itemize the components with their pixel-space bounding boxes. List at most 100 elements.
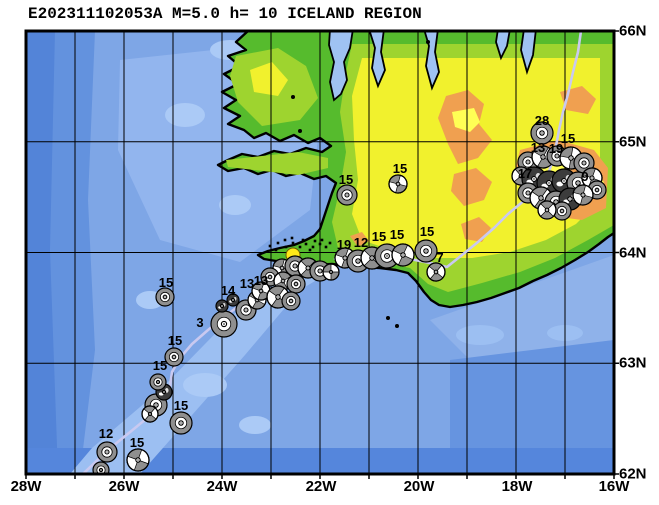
beachball-label: 15 bbox=[339, 172, 353, 187]
coast-speckle bbox=[324, 245, 328, 249]
beachball-label: 13 bbox=[254, 273, 268, 288]
elevation-shade bbox=[452, 108, 480, 132]
coast-speckle bbox=[304, 242, 308, 246]
lon-label: 26W bbox=[108, 478, 140, 495]
beachball-label: 15 bbox=[561, 131, 575, 146]
lat-label: 63N bbox=[619, 354, 647, 372]
focal-mechanism-beachball bbox=[572, 184, 594, 206]
ocean-shade bbox=[450, 340, 614, 448]
ocean-shade bbox=[183, 373, 227, 397]
ocean-shade bbox=[165, 103, 205, 127]
lon-label: 20W bbox=[403, 478, 435, 495]
coast-speckle bbox=[298, 245, 302, 249]
island bbox=[395, 324, 399, 328]
map-frame bbox=[24, 29, 616, 476]
beachball-label: 15 bbox=[390, 227, 404, 242]
lat-label: 62N bbox=[619, 465, 647, 483]
focal-mechanism-beachball bbox=[226, 293, 240, 307]
lon-label: 22W bbox=[305, 478, 337, 495]
island bbox=[426, 40, 430, 44]
ocean-shade bbox=[456, 325, 504, 345]
lat-label: 64N bbox=[619, 244, 647, 262]
focal-mechanism-beachball bbox=[322, 263, 340, 281]
fjord bbox=[423, 31, 440, 91]
island bbox=[386, 316, 390, 320]
beachball-label: 13 bbox=[531, 140, 545, 155]
coast-speckle bbox=[290, 236, 294, 240]
beachball-label: 14 bbox=[221, 283, 236, 298]
lon-label: 18W bbox=[501, 478, 533, 495]
elevation-shade bbox=[250, 62, 288, 96]
lat-label: 65N bbox=[619, 133, 647, 151]
beachball-label: 12 bbox=[99, 426, 113, 441]
coast-speckle bbox=[268, 244, 272, 248]
beachball-label: 13 bbox=[240, 276, 254, 291]
focal-mechanism-beachball bbox=[537, 200, 557, 220]
focal-mechanism-beachball bbox=[126, 448, 150, 472]
focal-mechanism-beachball bbox=[286, 274, 306, 294]
coast-speckle bbox=[301, 238, 305, 242]
beachball-label: 17 bbox=[518, 166, 532, 181]
focal-mechanism-beachball bbox=[414, 239, 438, 263]
focal-mechanism-beachball bbox=[141, 405, 159, 423]
focal-mechanism-beachball bbox=[215, 299, 229, 313]
ocean-shade bbox=[219, 195, 251, 215]
coast-speckle bbox=[276, 241, 280, 245]
focal-mechanism-beachball bbox=[391, 243, 415, 267]
axis-ticks bbox=[25, 30, 619, 479]
focal-mechanism-beachball bbox=[96, 441, 118, 463]
coast-speckle bbox=[283, 238, 287, 242]
coast-speckle bbox=[320, 238, 324, 242]
beachball-label: 15 bbox=[393, 161, 407, 176]
focal-mechanism-beachball bbox=[336, 184, 358, 206]
focal-mechanism-beachball bbox=[426, 262, 446, 282]
beachball-label: 15 bbox=[420, 224, 434, 239]
beachball-label: 7 bbox=[436, 250, 443, 265]
focal-mechanism-beachball bbox=[530, 121, 554, 145]
focal-mechanism-beachball bbox=[281, 291, 301, 311]
fjord bbox=[495, 31, 511, 61]
coast-speckle bbox=[328, 241, 332, 245]
beachball-label: 9 bbox=[581, 169, 588, 184]
island bbox=[298, 129, 302, 133]
coast-speckle bbox=[291, 241, 295, 245]
fjord bbox=[328, 31, 354, 102]
beachball-label: 15 bbox=[168, 333, 182, 348]
map-title: E202311102053A M=5.0 h= 10 ICELAND REGIO… bbox=[28, 5, 422, 23]
coast-speckle bbox=[284, 245, 288, 249]
lon-label: 28W bbox=[10, 478, 42, 495]
fjord bbox=[368, 31, 386, 89]
coast-speckle bbox=[313, 239, 317, 243]
beachball-label: 12 bbox=[354, 235, 368, 250]
ocean-shade bbox=[239, 416, 271, 434]
focal-mechanism-beachball bbox=[149, 373, 167, 391]
beachball-label: 15 bbox=[372, 229, 386, 244]
focal-mechanism-beachball bbox=[169, 411, 193, 435]
elevation-shade bbox=[350, 232, 369, 247]
beachball-label: 15 bbox=[130, 435, 144, 450]
focal-mechanism-beachball bbox=[92, 461, 110, 474]
beachball-label: 19 bbox=[337, 237, 351, 252]
coast-speckle bbox=[308, 248, 312, 252]
beachball-label: 19 bbox=[549, 141, 563, 156]
beachball-label: 15 bbox=[159, 275, 173, 290]
focal-mechanism-beachball bbox=[155, 287, 175, 307]
lat-label: 66N bbox=[619, 22, 647, 40]
focal-mechanism-beachball bbox=[388, 174, 408, 194]
fjord bbox=[520, 31, 537, 76]
beachball-label: 28 bbox=[535, 113, 549, 128]
focal-mechanism-beachball bbox=[164, 347, 184, 367]
lon-label: 16W bbox=[598, 478, 630, 495]
elevation-shade bbox=[451, 168, 492, 206]
beachball-label: 15 bbox=[153, 358, 167, 373]
coast-speckle bbox=[311, 245, 315, 249]
island bbox=[291, 95, 295, 99]
focal-mechanism-beachball bbox=[210, 310, 238, 338]
beachball-label: 15 bbox=[174, 398, 188, 413]
coast-speckle bbox=[274, 248, 278, 252]
beachball-label: 3 bbox=[196, 315, 203, 330]
elevation-shade bbox=[226, 152, 328, 175]
